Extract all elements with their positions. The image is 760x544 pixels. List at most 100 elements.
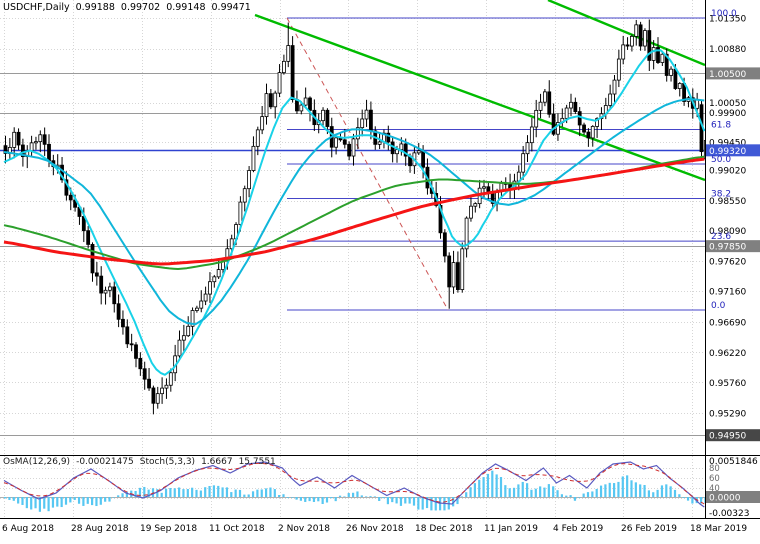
indicator-axis[interactable]: 0.0051846806040200.0000-0.00323: [706, 457, 760, 519]
candle: [508, 173, 513, 199]
osma-name: OsMA(12,26,9): [3, 457, 71, 467]
osma-bar: [378, 497, 381, 501]
candle: [90, 242, 95, 282]
date-axis-label: 26 Nov 2018: [346, 524, 404, 534]
price-marker-box: [706, 429, 760, 442]
osma-bar: [539, 486, 542, 497]
osma-bar: [204, 487, 207, 497]
osma-bar: [195, 489, 198, 497]
candle: [608, 84, 613, 110]
osma-bar: [73, 497, 76, 500]
osma-bar: [321, 497, 324, 505]
time-axis[interactable]: 6 Aug 2018 28 Aug 2018 19 Sep 2018 11 Oct 2…: [2, 524, 747, 534]
ma-red: [3, 157, 705, 266]
osma-bar: [273, 489, 276, 497]
stochastic-main-line: [3, 461, 705, 508]
stoch-scale-label: 40: [709, 484, 720, 494]
ohlc-open: 0.99188: [75, 2, 115, 13]
date-axis-label: 6 Aug 2018: [2, 524, 54, 534]
candle: [260, 106, 265, 135]
candle: [290, 36, 295, 103]
stoch-scale-label: 60: [709, 474, 720, 484]
osma-bar: [365, 496, 368, 497]
osma-bar: [491, 470, 494, 497]
osma-bar: [560, 494, 563, 497]
osma-bar: [373, 496, 376, 497]
osma-bar: [334, 497, 337, 502]
trend-lines[interactable]: [254, 0, 705, 182]
candle: [664, 48, 669, 82]
candle: [334, 135, 339, 155]
candle: [543, 88, 547, 107]
osma-bar: [565, 495, 568, 497]
candle: [577, 107, 582, 137]
candle: [142, 361, 147, 390]
candle: [377, 133, 382, 150]
fib-baseline: [286, 17, 449, 311]
candle: [364, 99, 369, 127]
chart-borders: [0, 0, 760, 519]
candle: [147, 367, 151, 391]
osma-bar: [417, 497, 420, 510]
candle: [94, 261, 99, 286]
price-axis-label: 0.96220: [709, 349, 746, 359]
price-axis-label: 0.97160: [709, 288, 746, 298]
candle: [386, 125, 391, 151]
candle: [177, 330, 182, 361]
indicator-pane[interactable]: [0, 461, 707, 512]
stoch-name: Stoch(5,3,3): [139, 457, 196, 467]
candle: [199, 290, 204, 313]
osma-bar: [286, 497, 289, 498]
candle: [382, 129, 386, 149]
osma-bar: [473, 483, 476, 497]
horizontal-levels[interactable]: [0, 73, 705, 436]
candle: [247, 166, 252, 198]
candle: [103, 286, 108, 305]
candle: [268, 88, 273, 110]
fib-level-label: 0.0: [711, 301, 726, 311]
price-axis-label: 1.01350: [709, 14, 746, 24]
osma-bar: [495, 474, 498, 497]
candle: [538, 93, 543, 119]
candle: [242, 185, 247, 212]
candle: [16, 128, 21, 151]
osma-bar: [251, 491, 255, 497]
osma-bar: [138, 487, 142, 497]
osma-bar: [260, 489, 263, 497]
price-axis-label: 1.00880: [709, 45, 746, 55]
candle: [551, 103, 556, 136]
osma-bar: [121, 493, 124, 497]
candle: [569, 93, 573, 117]
ma-green: [3, 155, 705, 270]
candle: [99, 266, 104, 305]
osma-bar: [186, 489, 189, 497]
osma-bar: [521, 481, 524, 497]
candle: [190, 307, 195, 336]
ma-slow-aqua: [3, 98, 705, 326]
osma-bar: [534, 488, 537, 497]
osma-value: -0.00021475: [76, 457, 134, 467]
price-axis-label: 0.98090: [709, 227, 746, 237]
candle: [547, 80, 552, 118]
stoch-scale-label: 80: [709, 464, 720, 474]
price-axis-label: 0.95760: [709, 379, 746, 389]
osma-bar: [147, 489, 150, 497]
symbol-timeframe: USDCHF,Daily: [3, 2, 70, 13]
osma-bar: [543, 487, 546, 497]
candle: [534, 99, 539, 138]
osma-bar: [291, 497, 294, 498]
candle: [360, 109, 365, 137]
candle: [303, 87, 308, 107]
date-axis-label: 11 Oct 2018: [209, 524, 265, 534]
candle: [486, 182, 491, 200]
osma-bar: [360, 495, 363, 497]
price-axis-label: 0.99450: [709, 138, 746, 148]
candle: [368, 101, 373, 140]
osma-bar: [43, 497, 46, 509]
osma-bar: [278, 494, 281, 497]
candle: [582, 122, 586, 135]
candle: [556, 113, 560, 141]
